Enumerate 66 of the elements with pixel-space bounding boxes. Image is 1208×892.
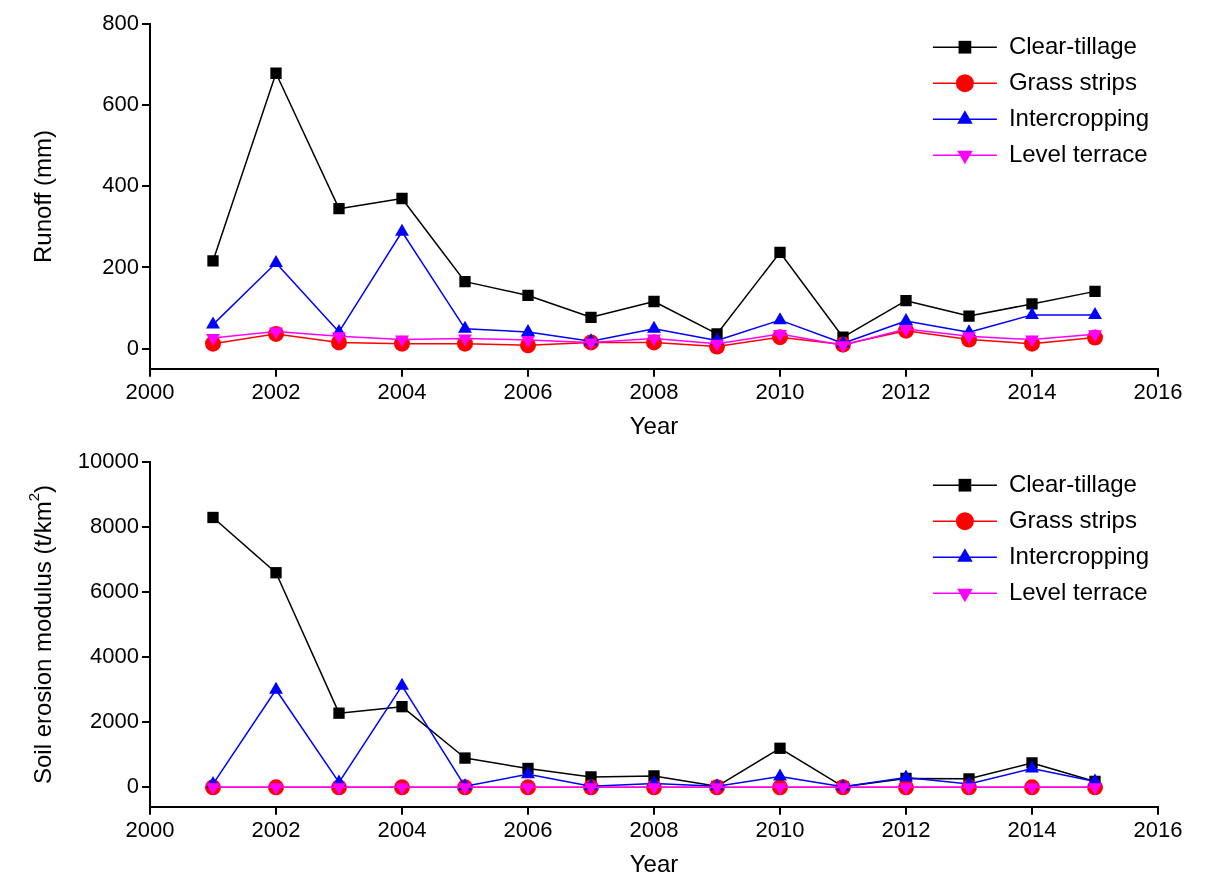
point xyxy=(773,768,787,781)
point xyxy=(774,742,786,754)
x-tick-label: 2008 xyxy=(629,379,679,405)
point xyxy=(963,310,975,322)
y-tick-label: 6000 xyxy=(90,578,139,604)
x-tick-label: 2002 xyxy=(251,379,301,405)
x-tick-label: 2006 xyxy=(503,817,553,843)
point xyxy=(773,312,787,325)
y-tick-label: 600 xyxy=(102,91,139,117)
x-tick-label: 2004 xyxy=(377,817,427,843)
x-tick-label: 2016 xyxy=(1133,379,1183,405)
point xyxy=(395,335,409,348)
legend-label: Level terrace xyxy=(1008,139,1148,167)
point xyxy=(1025,760,1039,773)
x-tick-label: 2008 xyxy=(629,817,679,843)
legend-label: Clear-tillage xyxy=(1008,469,1137,497)
x-tick-label: 2010 xyxy=(755,379,805,405)
y-tick-label: 200 xyxy=(102,253,139,279)
point xyxy=(522,289,534,302)
legend-label: Grass strips xyxy=(1008,67,1137,95)
point xyxy=(459,752,471,764)
legend-label: Level terrace xyxy=(1008,577,1148,605)
point xyxy=(206,333,220,346)
x-tick-label: 2016 xyxy=(1133,817,1183,843)
x-tick-label: 2012 xyxy=(881,379,931,405)
legend-label: Intercropping xyxy=(1008,103,1150,131)
y-axis-title: Runoff (mm) xyxy=(28,130,56,263)
point xyxy=(774,246,786,259)
x-tick-label: 2006 xyxy=(503,379,553,405)
point xyxy=(1089,285,1101,298)
point xyxy=(521,766,535,779)
point xyxy=(207,255,219,267)
x-tick-label: 2012 xyxy=(881,817,931,843)
x-tick-label: 2010 xyxy=(755,817,805,843)
y-tick-label: 0 xyxy=(126,773,139,799)
point xyxy=(648,295,660,308)
x-axis-title: Year xyxy=(629,412,679,440)
x-tick-label: 2002 xyxy=(251,817,301,843)
x-tick-label: 2004 xyxy=(377,379,427,405)
x-axis-title: Year xyxy=(629,850,679,878)
legend-label: Grass strips xyxy=(1008,505,1137,533)
y-tick-label: 0 xyxy=(126,334,139,360)
y-axis-title: Soil erosion modulus (t/km2) xyxy=(25,484,56,785)
point xyxy=(585,311,597,323)
point xyxy=(333,203,345,215)
point xyxy=(396,192,408,205)
y-tick-label: 4000 xyxy=(90,643,139,669)
x-tick-label: 2014 xyxy=(1007,379,1057,405)
point xyxy=(270,567,282,579)
y-tick-label: 800 xyxy=(102,10,139,36)
legend-label: Intercropping xyxy=(1008,541,1150,569)
y-tick-label: 8000 xyxy=(90,513,139,539)
y-tick-label: 10000 xyxy=(77,448,139,474)
point xyxy=(900,295,912,307)
point xyxy=(1026,298,1038,310)
point xyxy=(459,275,471,288)
point xyxy=(396,701,408,713)
y-tick-label: 2000 xyxy=(90,708,139,734)
x-tick-label: 2014 xyxy=(1007,817,1057,843)
y-tick-label: 400 xyxy=(102,172,139,198)
legend-label: Clear-tillage xyxy=(1008,31,1137,59)
point xyxy=(207,511,219,524)
point xyxy=(270,67,282,79)
point xyxy=(333,707,345,719)
point xyxy=(773,329,787,342)
point xyxy=(1025,335,1039,348)
